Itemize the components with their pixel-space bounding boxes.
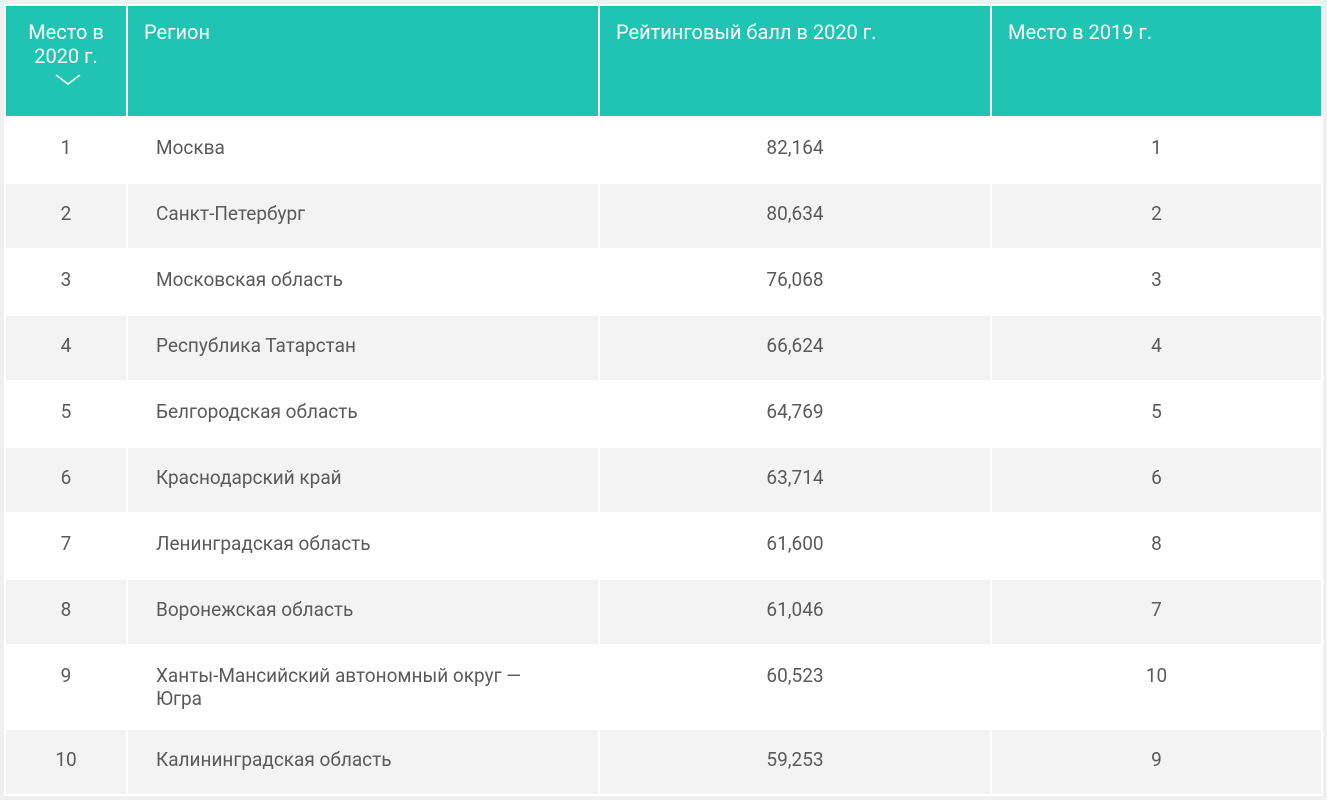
table-row: 7Ленинградская область61,6008 — [6, 514, 1321, 578]
cell-region: Ханты-Мансийский автономный округ — Югра — [128, 646, 598, 728]
cell-rank2019: 8 — [992, 514, 1321, 578]
rating-table: Место в 2020 г. Регион Рейтинговый балл … — [4, 4, 1323, 796]
table-row: 5Белгородская область64,7695 — [6, 382, 1321, 446]
cell-rank2019: 6 — [992, 448, 1321, 512]
cell-region: Московская область — [128, 250, 598, 314]
column-header-label: Место в 2020 г. — [28, 20, 104, 68]
cell-rank2020: 5 — [6, 382, 126, 446]
table-body: 1Москва82,16412Санкт-Петербург80,63423Мо… — [6, 118, 1321, 794]
table-row: 3Московская область76,0683 — [6, 250, 1321, 314]
cell-score2020: 80,634 — [600, 184, 990, 248]
cell-region: Калининградская область — [128, 730, 598, 794]
cell-rank2020: 10 — [6, 730, 126, 794]
cell-region: Санкт-Петербург — [128, 184, 598, 248]
cell-rank2019: 4 — [992, 316, 1321, 380]
cell-rank2020: 4 — [6, 316, 126, 380]
cell-rank2020: 7 — [6, 514, 126, 578]
cell-score2020: 60,523 — [600, 646, 990, 728]
column-header-label: Место в 2019 г. — [1008, 20, 1152, 44]
column-header-label: Регион — [144, 20, 210, 44]
cell-score2020: 61,600 — [600, 514, 990, 578]
cell-rank2019: 7 — [992, 580, 1321, 644]
cell-rank2020: 2 — [6, 184, 126, 248]
cell-rank2019: 5 — [992, 382, 1321, 446]
cell-rank2019: 3 — [992, 250, 1321, 314]
cell-score2020: 64,769 — [600, 382, 990, 446]
column-header-label: Рейтинговый балл в 2020 г. — [616, 20, 876, 44]
cell-rank2020: 8 — [6, 580, 126, 644]
sort-chevron-down-icon — [54, 68, 78, 80]
column-header-score2020[interactable]: Рейтинговый балл в 2020 г. — [600, 6, 990, 116]
table-row: 1Москва82,1641 — [6, 118, 1321, 182]
cell-rank2020: 1 — [6, 118, 126, 182]
table-header-row: Место в 2020 г. Регион Рейтинговый балл … — [6, 6, 1321, 116]
cell-region: Ленинградская область — [128, 514, 598, 578]
cell-region: Белгородская область — [128, 382, 598, 446]
column-header-rank2020[interactable]: Место в 2020 г. — [6, 6, 126, 116]
cell-rank2019: 9 — [992, 730, 1321, 794]
cell-score2020: 76,068 — [600, 250, 990, 314]
cell-rank2019: 10 — [992, 646, 1321, 728]
cell-score2020: 59,253 — [600, 730, 990, 794]
cell-rank2020: 6 — [6, 448, 126, 512]
cell-rank2020: 9 — [6, 646, 126, 728]
cell-score2020: 61,046 — [600, 580, 990, 644]
table-row: 2Санкт-Петербург80,6342 — [6, 184, 1321, 248]
cell-score2020: 66,624 — [600, 316, 990, 380]
cell-region: Краснодарский край — [128, 448, 598, 512]
column-header-rank2019[interactable]: Место в 2019 г. — [992, 6, 1321, 116]
cell-rank2019: 1 — [992, 118, 1321, 182]
column-header-region[interactable]: Регион — [128, 6, 598, 116]
table-row: 9Ханты-Мансийский автономный округ — Югр… — [6, 646, 1321, 728]
cell-score2020: 63,714 — [600, 448, 990, 512]
cell-region: Москва — [128, 118, 598, 182]
table-row: 10Калининградская область59,2539 — [6, 730, 1321, 794]
table-row: 8Воронежская область61,0467 — [6, 580, 1321, 644]
table-row: 4Республика Татарстан66,6244 — [6, 316, 1321, 380]
cell-region: Республика Татарстан — [128, 316, 598, 380]
rating-table-container: Место в 2020 г. Регион Рейтинговый балл … — [4, 4, 1323, 796]
table-row: 6Краснодарский край63,7146 — [6, 448, 1321, 512]
cell-score2020: 82,164 — [600, 118, 990, 182]
cell-region: Воронежская область — [128, 580, 598, 644]
cell-rank2020: 3 — [6, 250, 126, 314]
cell-rank2019: 2 — [992, 184, 1321, 248]
